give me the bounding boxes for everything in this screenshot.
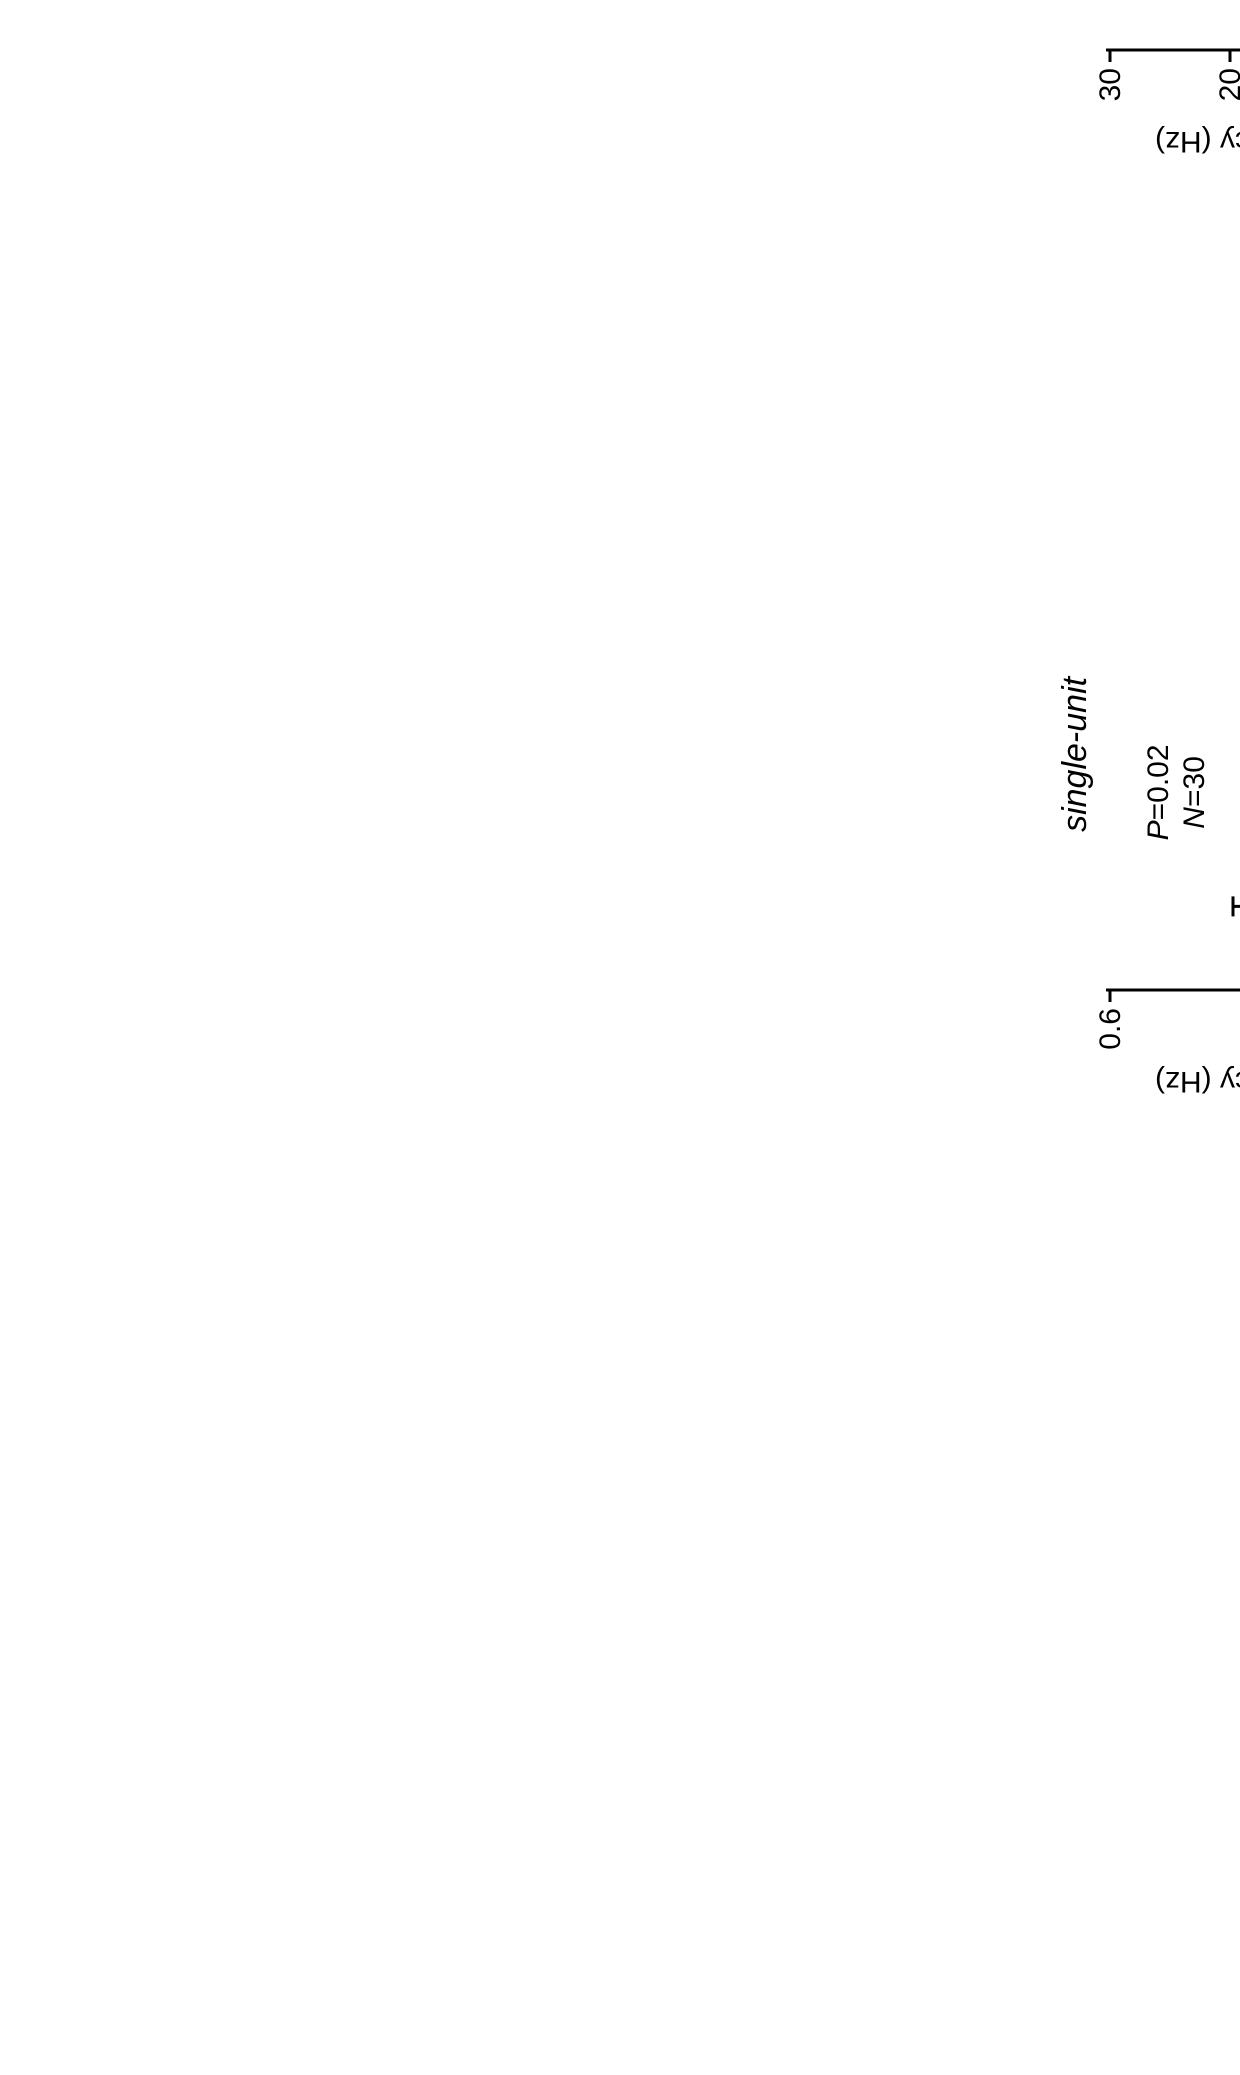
chart-panel-a: 0102030firing frequency (Hz)Krebs+ 3 µM …	[1050, 0, 1240, 180]
y-tick-label: 30	[1094, 68, 1127, 101]
panel-root: 0.00.30.6firing frequency (Hz)Krebs+ 3 µ…	[1056, 604, 1240, 1098]
y-axis-label: firing frequency (Hz)	[1155, 125, 1240, 158]
y-tick-label: 20	[1214, 68, 1240, 101]
panel-root: 0102030firing frequency (Hz)Krebs+ 3 µM …	[1056, 0, 1240, 158]
panel-title: single-unit	[1056, 675, 1094, 832]
y-tick-label: 0.6	[1094, 1008, 1127, 1050]
stats-p: P=0.02	[1142, 744, 1175, 840]
page: 0102030firing frequency (Hz)Krebs+ 3 µM …	[0, 0, 1240, 2075]
chart-panel-b: 0.00.30.6firing frequency (Hz)Krebs+ 3 µ…	[1050, 560, 1240, 1120]
y-axis-label: firing frequency (Hz)	[1155, 1065, 1240, 1098]
stats-n: N=30	[1178, 756, 1211, 829]
